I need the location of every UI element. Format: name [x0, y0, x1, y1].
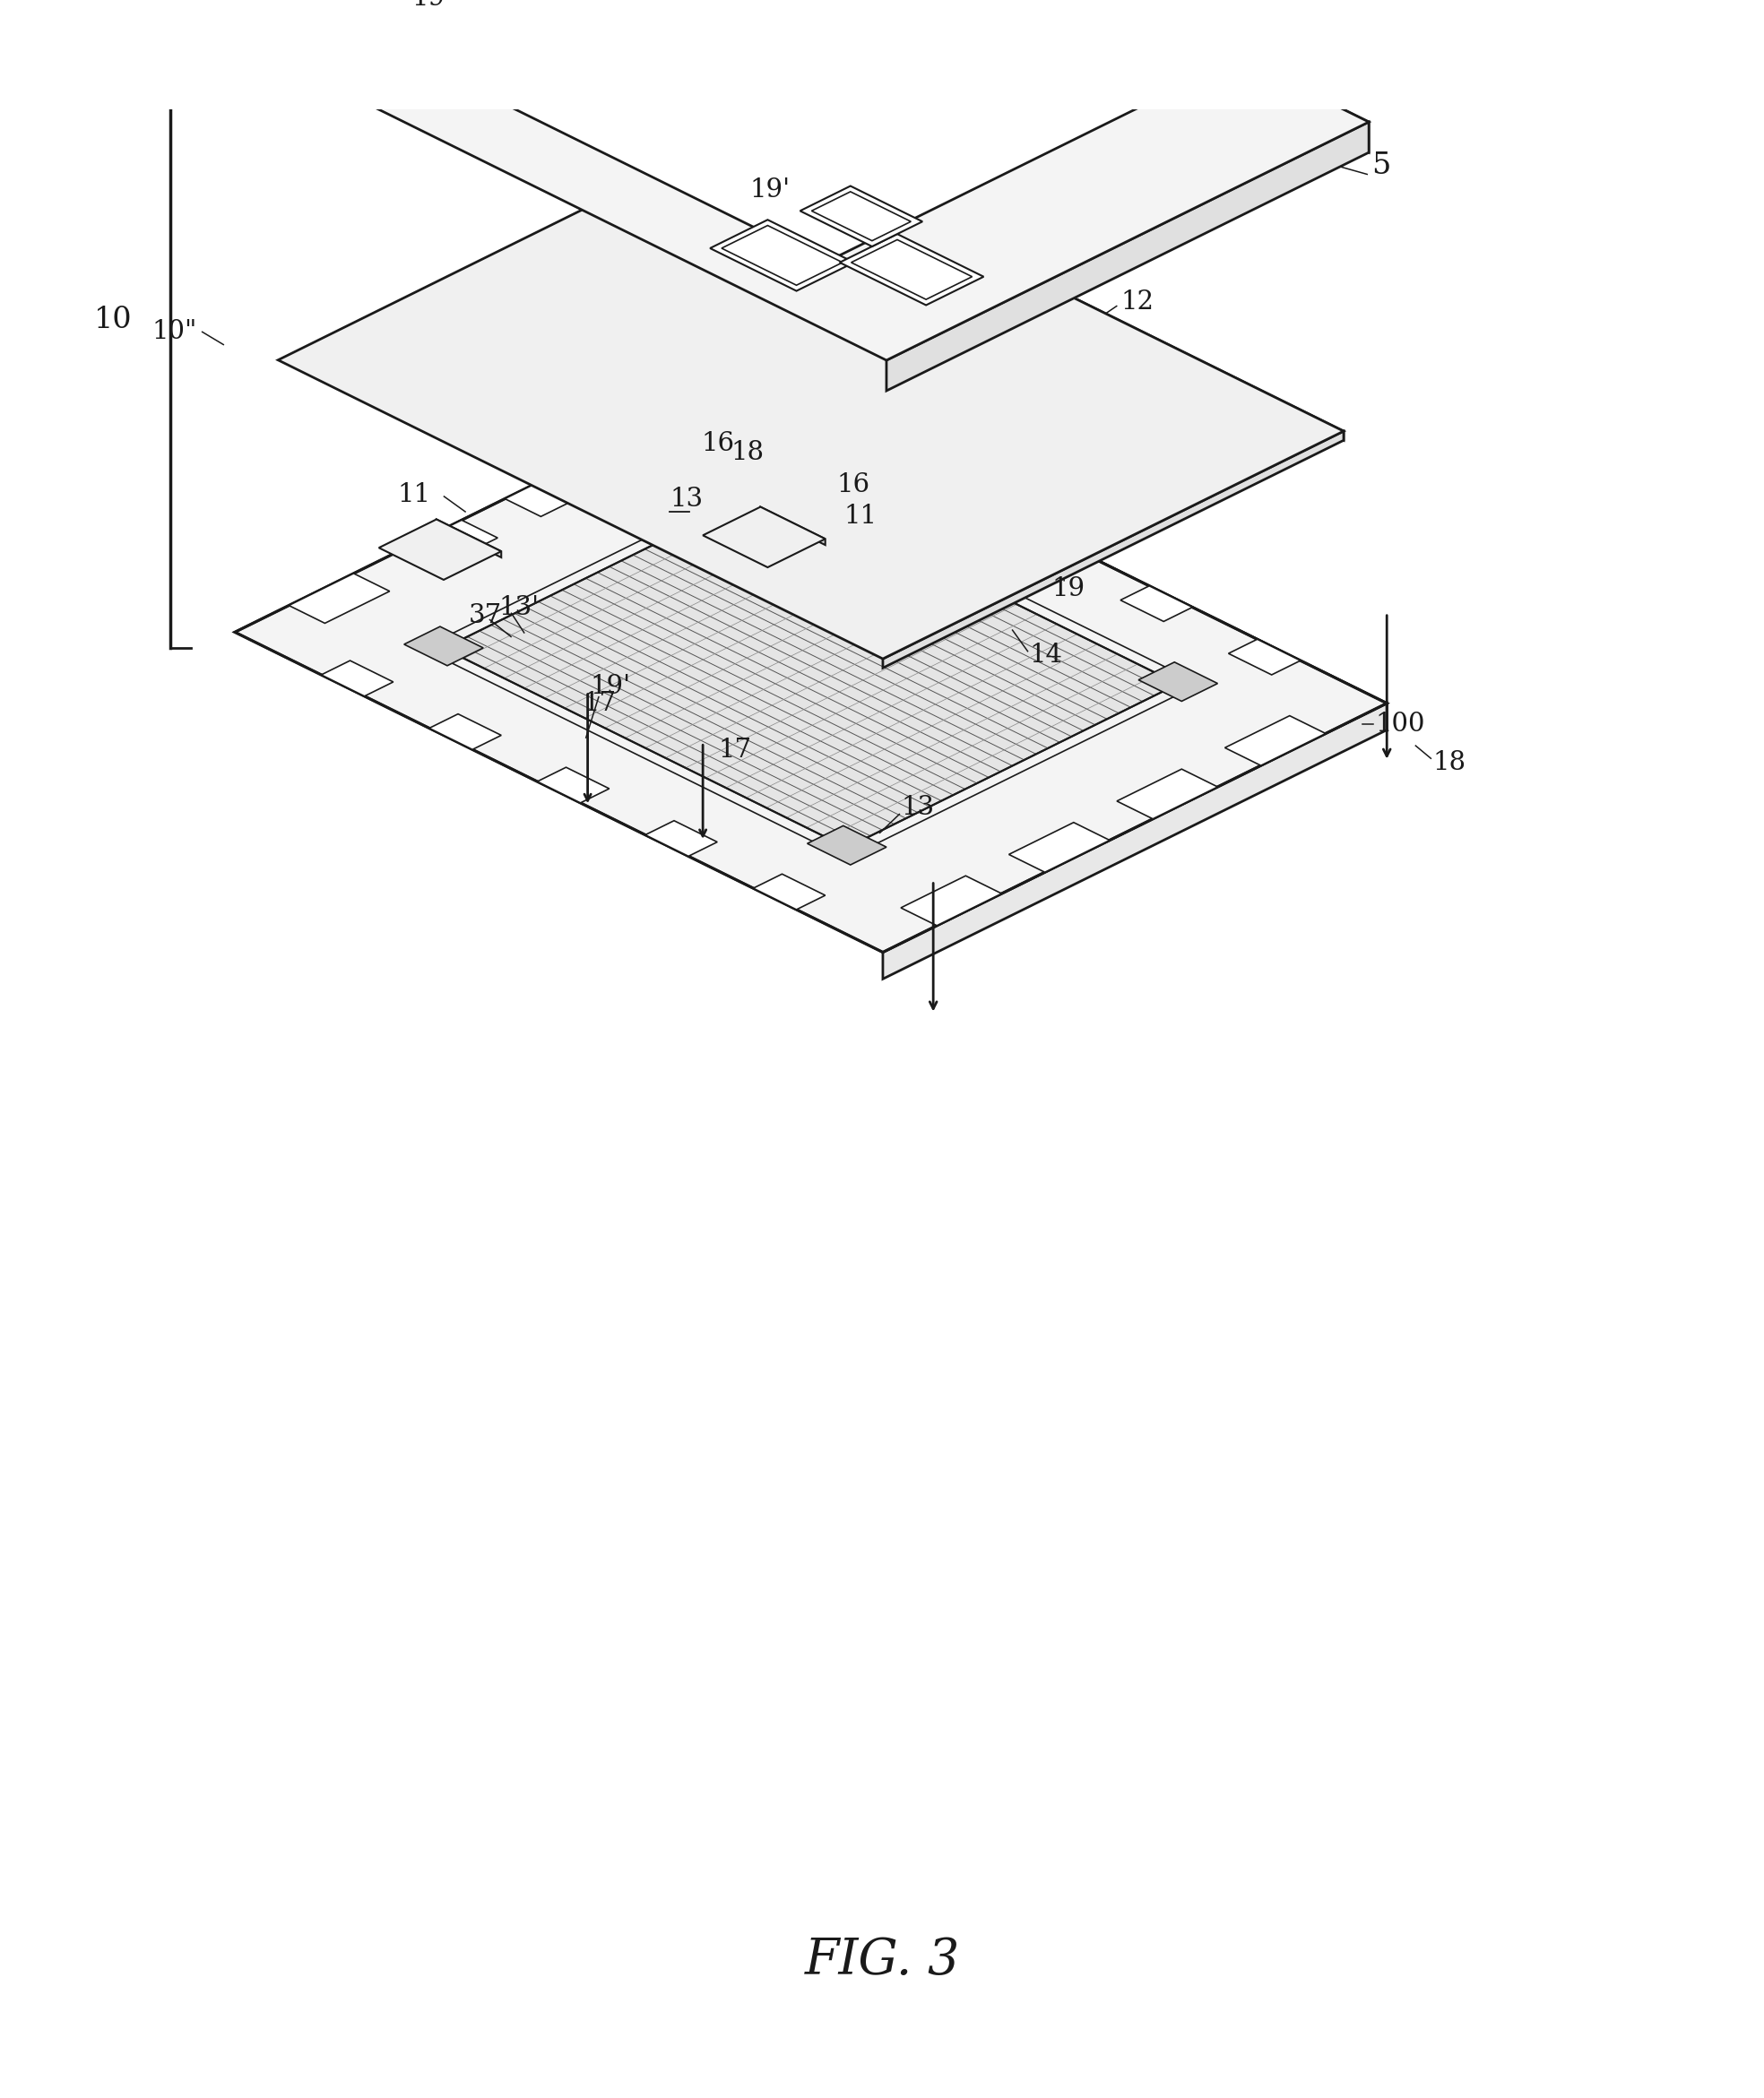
- Polygon shape: [739, 384, 1387, 730]
- Polygon shape: [404, 627, 483, 665]
- Polygon shape: [289, 573, 390, 623]
- Polygon shape: [505, 466, 605, 516]
- Polygon shape: [808, 827, 887, 864]
- Text: 10: 10: [93, 306, 132, 336]
- Polygon shape: [711, 220, 854, 292]
- Polygon shape: [1009, 822, 1110, 873]
- Text: 13: 13: [901, 795, 935, 820]
- Text: 19': 19': [591, 673, 632, 699]
- Text: 17: 17: [584, 690, 617, 715]
- Polygon shape: [1138, 663, 1217, 701]
- Polygon shape: [445, 485, 1178, 848]
- Polygon shape: [739, 132, 1344, 441]
- Polygon shape: [887, 122, 1369, 390]
- Polygon shape: [429, 713, 501, 749]
- Polygon shape: [452, 0, 1171, 262]
- Polygon shape: [473, 0, 587, 17]
- Text: 5: 5: [1371, 151, 1390, 180]
- Polygon shape: [386, 4, 501, 59]
- Text: 14: 14: [1030, 642, 1062, 667]
- Text: 13: 13: [670, 487, 704, 512]
- Polygon shape: [1117, 770, 1217, 818]
- Polygon shape: [538, 768, 609, 804]
- Polygon shape: [801, 187, 923, 245]
- Text: 18: 18: [732, 441, 764, 466]
- Polygon shape: [905, 478, 977, 514]
- Polygon shape: [852, 239, 972, 300]
- Polygon shape: [760, 508, 826, 545]
- Polygon shape: [376, 0, 512, 65]
- Polygon shape: [811, 191, 910, 241]
- Text: 12: 12: [1120, 290, 1154, 315]
- Polygon shape: [797, 426, 868, 462]
- Text: 13': 13': [499, 594, 540, 619]
- Polygon shape: [379, 520, 501, 579]
- Polygon shape: [436, 520, 501, 558]
- Text: 19: 19: [411, 0, 445, 10]
- Polygon shape: [721, 224, 843, 285]
- Text: 19': 19': [750, 178, 790, 204]
- Polygon shape: [1013, 533, 1085, 569]
- Text: 16: 16: [700, 430, 734, 455]
- Text: 37: 37: [469, 602, 503, 627]
- Text: 10": 10": [152, 319, 196, 344]
- Text: 17: 17: [718, 738, 751, 764]
- Polygon shape: [882, 703, 1387, 980]
- Polygon shape: [736, 464, 815, 501]
- Text: 11: 11: [843, 504, 877, 529]
- Text: 11: 11: [397, 483, 430, 508]
- Polygon shape: [901, 875, 1002, 925]
- Text: 16: 16: [836, 472, 870, 497]
- Polygon shape: [235, 384, 1387, 952]
- Polygon shape: [1224, 715, 1325, 766]
- Text: 100: 100: [1374, 711, 1425, 736]
- Polygon shape: [882, 432, 1344, 667]
- Polygon shape: [279, 132, 1344, 659]
- Polygon shape: [397, 520, 497, 571]
- Polygon shape: [321, 661, 393, 697]
- Text: FIG. 3: FIG. 3: [804, 1936, 960, 1985]
- Text: 19: 19: [1051, 577, 1085, 602]
- Polygon shape: [646, 820, 718, 856]
- Polygon shape: [1120, 585, 1192, 621]
- Polygon shape: [1228, 640, 1300, 676]
- Polygon shape: [612, 413, 714, 464]
- Polygon shape: [736, 0, 1369, 153]
- Polygon shape: [702, 508, 826, 566]
- Polygon shape: [462, 0, 598, 23]
- Polygon shape: [252, 0, 1369, 361]
- Text: 18: 18: [1432, 751, 1466, 774]
- Polygon shape: [840, 235, 984, 304]
- Polygon shape: [753, 875, 826, 911]
